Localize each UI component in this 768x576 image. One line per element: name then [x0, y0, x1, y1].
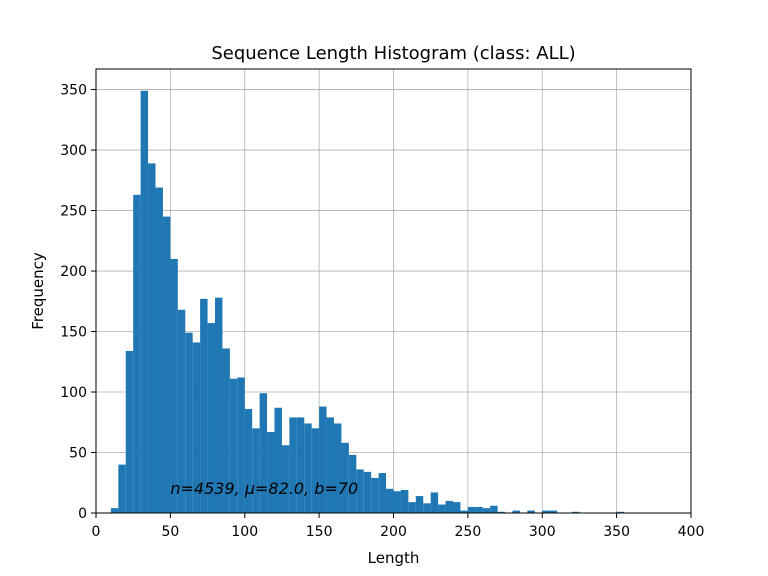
y-tick-label: 0: [78, 506, 87, 522]
histogram-bar: [170, 258, 178, 513]
x-tick-label: 150: [306, 524, 333, 540]
histogram-bar: [475, 506, 483, 513]
histogram-bar: [467, 506, 476, 513]
histogram-bar: [155, 187, 163, 513]
x-tick-label: 250: [455, 524, 482, 540]
x-tick-label: 400: [678, 524, 705, 540]
histogram-bar: [162, 216, 171, 513]
histogram-bar: [482, 508, 491, 513]
histogram-bar: [438, 504, 446, 513]
chart-title: Sequence Length Histogram (class: ALL): [211, 43, 575, 64]
histogram-bar: [133, 194, 141, 513]
histogram-bar: [222, 348, 230, 513]
x-tick-label: 50: [161, 524, 179, 540]
histogram-bar: [400, 490, 409, 513]
histogram-bar: [527, 510, 535, 513]
x-tick-label: 0: [92, 524, 101, 540]
histogram-bar: [363, 471, 372, 513]
histogram-bar: [185, 332, 193, 513]
histogram-bar: [445, 500, 453, 513]
histogram-bar: [453, 502, 461, 513]
y-tick-label: 150: [60, 325, 87, 341]
histogram-bar: [177, 309, 186, 513]
histogram-bar: [118, 464, 126, 513]
histogram-bar: [148, 163, 156, 514]
histogram-bar: [229, 378, 238, 513]
histogram-bar: [408, 502, 416, 513]
histogram-bar: [237, 377, 245, 513]
histogram-bar: [460, 510, 468, 513]
y-tick-label: 300: [60, 143, 87, 159]
histogram-bar: [356, 469, 364, 513]
histogram-bar: [386, 488, 394, 513]
x-tick-label: 200: [380, 524, 407, 540]
x-tick-label: 350: [603, 524, 630, 540]
y-tick-label: 50: [69, 446, 87, 462]
y-axis-ticks: 0 50 100 150 200 250 300 350: [60, 83, 96, 522]
histogram-bars: [110, 90, 625, 514]
histogram-bar: [512, 510, 520, 513]
histogram-bar: [348, 454, 357, 513]
histogram-bar: [200, 298, 208, 513]
histogram-bar: [215, 297, 223, 513]
histogram-bar: [244, 408, 253, 513]
histogram-bar: [497, 511, 506, 513]
histogram-bar: [140, 90, 149, 514]
x-tick-label: 300: [529, 524, 556, 540]
histogram-bar: [281, 445, 290, 513]
histogram-bar: [326, 417, 334, 513]
histogram-bar: [616, 511, 625, 513]
histogram-bar: [423, 503, 431, 513]
y-tick-label: 100: [60, 385, 87, 401]
histogram-bar: [371, 477, 379, 513]
y-tick-label: 350: [60, 83, 87, 99]
histogram-bar: [311, 428, 320, 513]
x-axis-label: Length: [368, 549, 420, 567]
histogram-bar: [378, 473, 387, 513]
histogram-bar: [110, 508, 119, 513]
x-axis-ticks: 0 50 100 150 200 250 300 350 400: [92, 513, 705, 540]
histogram-bar: [304, 423, 312, 513]
histogram-bar: [549, 510, 558, 513]
histogram-bar: [393, 491, 401, 513]
stats-annotation: n=4539, μ=82.0, b=70: [170, 479, 358, 498]
histogram-bar: [319, 406, 327, 513]
histogram-bar: [192, 342, 201, 513]
histogram-bar: [252, 428, 260, 513]
histogram-bar: [289, 417, 297, 513]
histogram-bar: [490, 505, 498, 513]
histogram-bar: [542, 510, 550, 513]
histogram-bar: [341, 442, 349, 513]
histogram-bar: [259, 393, 268, 513]
histogram-bar: [334, 423, 342, 513]
histogram-bar: [274, 407, 282, 513]
y-axis-label: Frequency: [29, 252, 47, 330]
histogram-bar: [125, 350, 134, 513]
histogram-bar: [415, 496, 424, 513]
histogram-bar: [430, 492, 439, 513]
histogram-bar: [572, 511, 580, 513]
histogram-bar: [207, 323, 215, 513]
y-tick-label: 200: [60, 264, 87, 280]
y-tick-label: 250: [60, 204, 87, 220]
histogram-bar: [267, 431, 275, 513]
histogram-bar: [296, 417, 305, 513]
x-tick-label: 100: [231, 524, 258, 540]
